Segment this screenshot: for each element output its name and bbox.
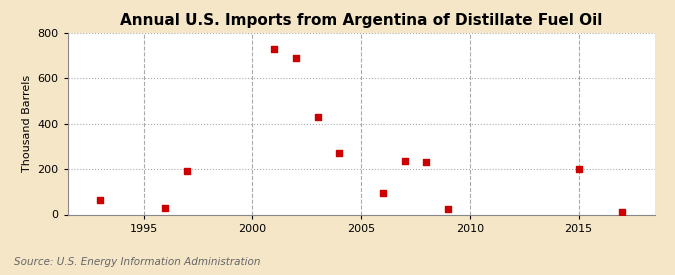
Point — [334, 151, 345, 155]
Point — [573, 167, 584, 171]
Point — [95, 197, 105, 202]
Y-axis label: Thousand Barrels: Thousand Barrels — [22, 75, 32, 172]
Point — [313, 115, 323, 119]
Title: Annual U.S. Imports from Argentina of Distillate Fuel Oil: Annual U.S. Imports from Argentina of Di… — [120, 13, 602, 28]
Point — [617, 210, 628, 214]
Point — [160, 205, 171, 210]
Point — [399, 159, 410, 163]
Point — [443, 207, 454, 211]
Point — [182, 169, 192, 174]
Point — [269, 47, 279, 51]
Point — [377, 191, 388, 195]
Point — [421, 160, 432, 164]
Point — [290, 56, 301, 60]
Text: Source: U.S. Energy Information Administration: Source: U.S. Energy Information Administ… — [14, 257, 260, 267]
